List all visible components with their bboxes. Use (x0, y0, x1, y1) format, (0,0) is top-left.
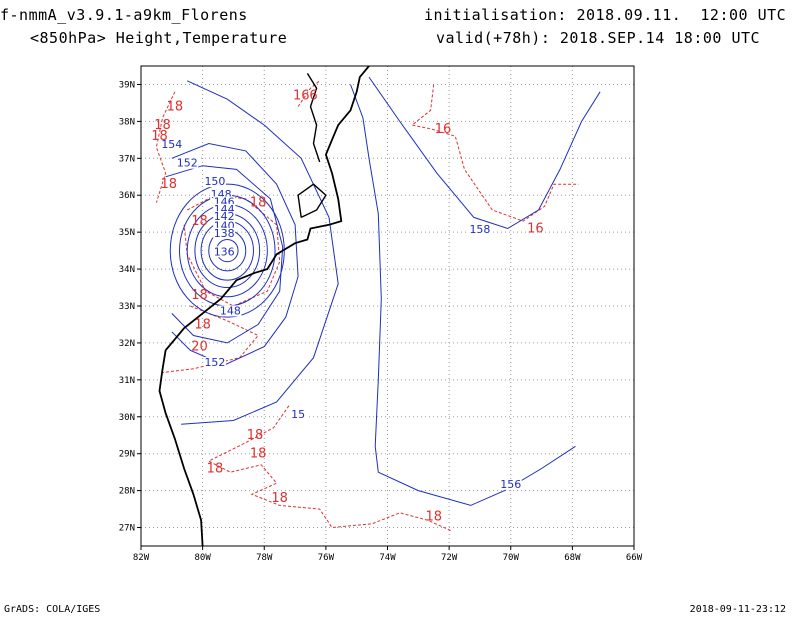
temperature-label: 18 (250, 447, 267, 462)
map-frame (140, 65, 635, 547)
lat-tick-label: 36N (119, 191, 135, 201)
height-contour-open-2 (181, 80, 339, 425)
temperature-label: 18 (160, 177, 177, 192)
height-contour-open-1 (165, 165, 284, 344)
height-label-bg (287, 408, 310, 420)
height-label-bg (213, 227, 236, 239)
height-label-bg (219, 305, 242, 317)
height-label-bg (213, 203, 236, 215)
temperature-label: 20 (191, 340, 208, 355)
height-contours (165, 76, 601, 506)
height-label: 152 (177, 157, 198, 170)
lat-tick-label: 33N (119, 302, 135, 312)
temperature-label: 18 (425, 509, 442, 524)
temperature-label: 16 (293, 89, 310, 104)
axis-ticks: 82W 80W 78W 76W 74W 72W 70W 68W 66W 27N 28N 29N 30N 3… (119, 80, 643, 563)
coastline (158, 65, 370, 547)
lat-tick-label: 35N (119, 228, 135, 238)
lon-tick-label: 82W (133, 553, 150, 563)
temperature-label: 18 (191, 288, 208, 303)
lon-tick-label: 68W (564, 553, 581, 563)
lon-tick-label: 80W (194, 553, 211, 563)
height-label: 156 (500, 478, 521, 491)
chesapeake-bay-path (306, 73, 321, 163)
height-label-bg (213, 211, 236, 223)
field-title: <850hPa> Height,Temperature (30, 29, 288, 47)
temperature-contour-5 (207, 405, 453, 532)
temperature-label: 18 (207, 461, 224, 476)
height-label-bg (468, 224, 491, 236)
lat-tick-label: 32N (119, 339, 135, 349)
lon-tick-label: 66W (626, 553, 643, 563)
height-label: 148 (220, 304, 241, 317)
temperature-label: 18 (151, 129, 168, 144)
height-label-bg (499, 478, 522, 490)
height-label: 142 (214, 210, 235, 223)
lat-tick-label: 38N (119, 117, 135, 127)
pamlico-sound-path (297, 183, 327, 219)
height-label-bg (160, 139, 183, 151)
height-label: 152 (204, 356, 225, 369)
lat-tick-label: 28N (119, 487, 135, 497)
lon-tick-label: 70W (503, 553, 520, 563)
temperature-label: 18 (167, 100, 184, 115)
height-label: 154 (161, 138, 182, 151)
temperature-label: 18 (247, 428, 264, 443)
lon-tick-label: 74W (379, 553, 396, 563)
lat-tick-label: 31N (119, 376, 135, 386)
temperature-label: 18 (154, 118, 171, 133)
height-label-bg (176, 157, 199, 169)
height-label: 138 (214, 227, 235, 240)
height-contour-open-3 (350, 84, 576, 506)
lat-tick-label: 30N (119, 413, 135, 423)
model-title: f-nmmA_v3.9.1-a9km_Florens (0, 6, 248, 24)
temperature-label: 18 (271, 491, 288, 506)
height-label-bg (203, 176, 226, 188)
height-label-bg (210, 189, 233, 201)
height-label: 158 (469, 223, 490, 236)
temperature-contour-3 (297, 80, 321, 107)
temperature-contour-4 (410, 84, 579, 222)
height-label-bg (213, 246, 236, 258)
height-label: 136 (214, 245, 235, 258)
height-contour-open-4 (368, 76, 601, 230)
height-label: 15 (291, 408, 305, 421)
lon-tick-label: 78W (256, 553, 273, 563)
height-label-bg (203, 357, 226, 369)
temperature-label: 6 (309, 89, 317, 104)
lat-tick-label: 27N (119, 524, 135, 534)
lat-tick-label: 29N (119, 450, 135, 460)
height-label-bg (213, 220, 236, 232)
contour-labels: 1541521501481461441421401381361481521515… (151, 89, 543, 525)
credit-label: GrADS: COLA/IGES (4, 604, 101, 615)
lon-tick-label: 76W (318, 553, 335, 563)
temperature-contour-2 (162, 305, 259, 373)
render-timestamp: 2018-09-11-23:12 (689, 604, 786, 615)
lat-tick-label: 39N (119, 80, 135, 90)
temperature-contour-0 (155, 91, 176, 203)
height-label: 150 (204, 175, 225, 188)
temperature-label: 18 (250, 196, 267, 211)
lat-tick-label: 37N (119, 154, 135, 164)
temperature-label: 16 (435, 122, 452, 137)
lon-tick-label: 72W (441, 553, 458, 563)
valid-time: valid(+78h): 2018.SEP.14 18:00 UTC (436, 29, 761, 47)
lat-tick-label: 34N (119, 265, 135, 275)
height-label-bg (213, 196, 236, 208)
temperature-label: 18 (191, 214, 208, 229)
temperature-label: 18 (194, 317, 211, 332)
initialisation-time: initialisation: 2018.09.11. 12:00 UTC (424, 6, 787, 24)
temperature-label: 16 (527, 221, 544, 236)
coastline-path (158, 65, 370, 547)
